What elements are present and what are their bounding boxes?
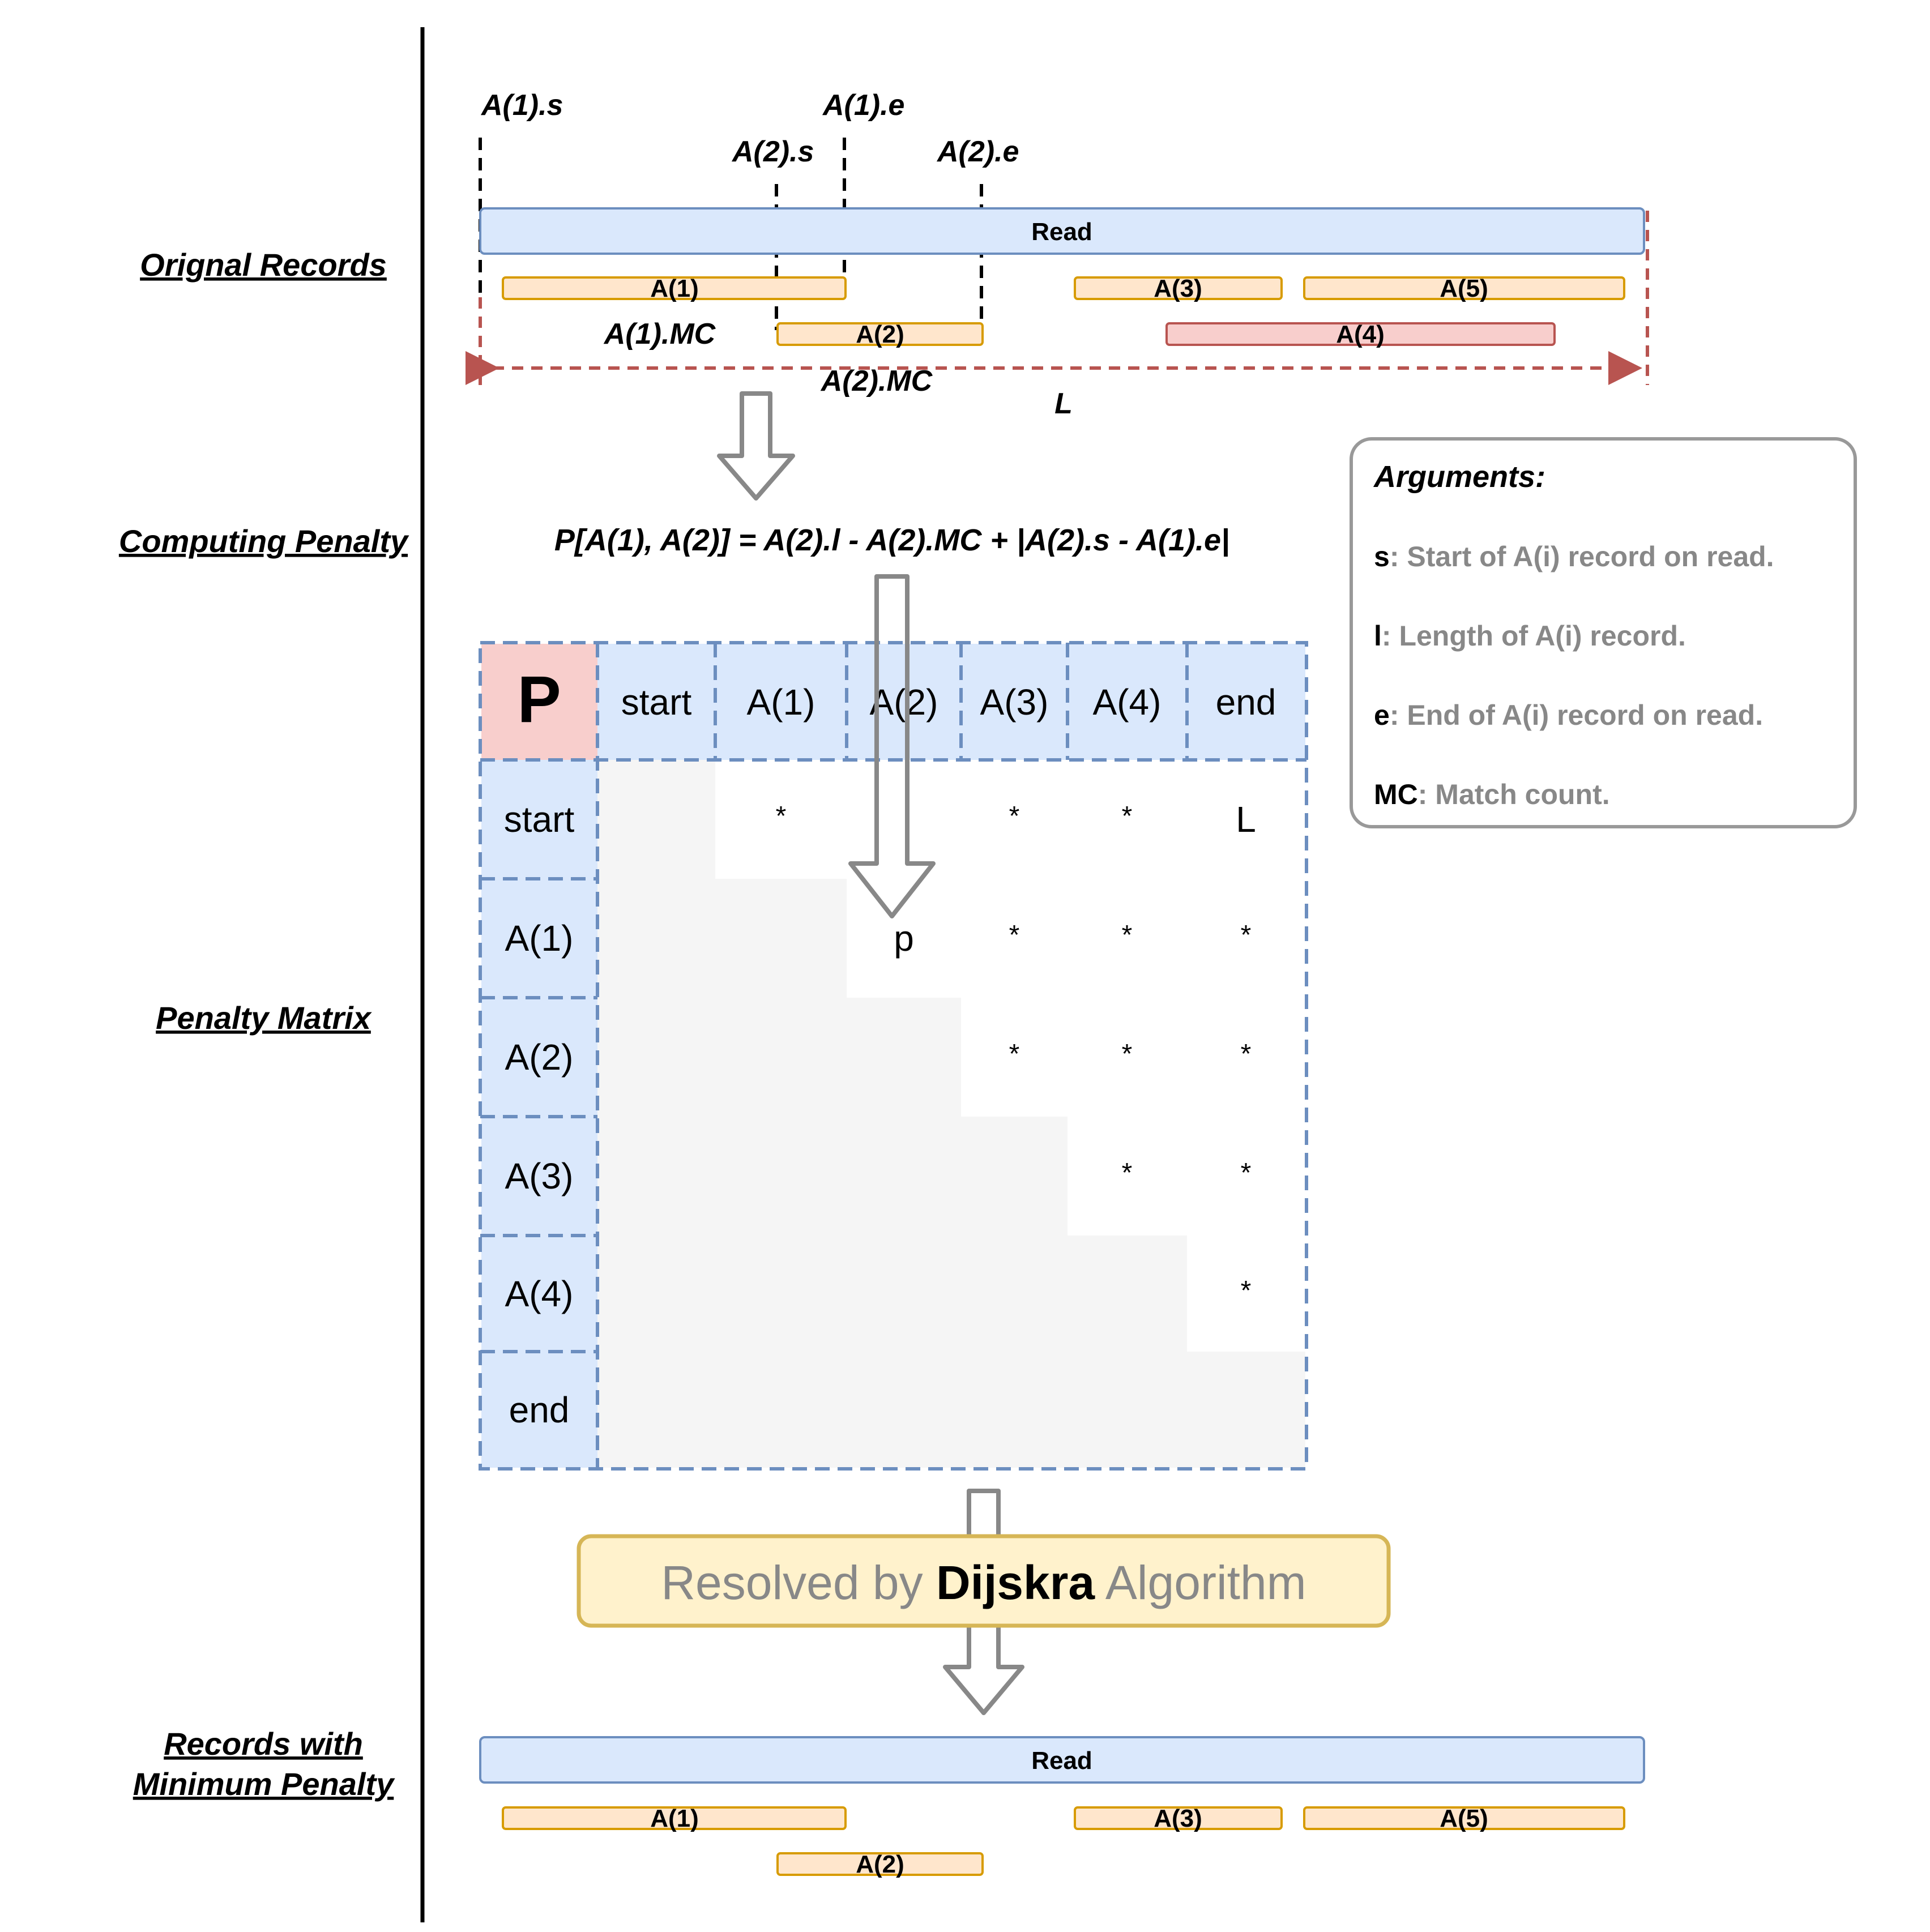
result-record-a2-label: A(2) (856, 1850, 904, 1878)
section-result-line1: Records with (164, 1726, 363, 1762)
marker-read-length: L (1054, 387, 1073, 420)
matrix-dashed-grid (479, 641, 1308, 1471)
argument-l: l: Length of A(i) record. (1374, 620, 1686, 652)
record-a4-label: A(4) (1336, 320, 1385, 348)
argument-s: s: Start of A(i) record on read. (1374, 541, 1774, 572)
record-a5-bar (1303, 276, 1625, 300)
result-record-a2-bar (776, 1852, 984, 1876)
penalty-formula: P[A(1), A(2)] = A(2).l - A(2).MC + |A(2)… (554, 523, 1229, 557)
matrix-cell: * (1122, 801, 1133, 831)
record-a1-bar (502, 276, 847, 300)
flow-arrow-down-2 (848, 574, 936, 918)
matrix-cell: L (1236, 799, 1256, 840)
matrix-cell: * (776, 801, 787, 831)
matrix-col-header: A(4) (1093, 682, 1162, 723)
result-record-a1-label: A(1) (650, 1805, 699, 1832)
matrix-cell: * (1241, 920, 1252, 950)
matrix-cell: p (894, 918, 914, 959)
arguments-title: Arguments: (1373, 460, 1545, 494)
arguments-box (1350, 437, 1857, 828)
matrix-row-header: A(4) (505, 1273, 574, 1314)
matrix-cell: * (1241, 1158, 1252, 1188)
matrix-header-row-bg (597, 644, 1305, 760)
argument-e: e: End of A(i) record on read. (1374, 699, 1763, 731)
matrix-cell: * (1122, 1158, 1133, 1188)
record-a2-bar (776, 322, 984, 346)
matrix-cell: * (1009, 1039, 1020, 1069)
matrix-corner-label: P (517, 662, 561, 736)
matrix-row-headers: start A(1) A(2) A(3) A(4) end (504, 799, 575, 1430)
matrix-corner-cell (481, 644, 597, 760)
matrix-lower-triangle (597, 760, 1305, 1468)
matrix-cell: * (1009, 920, 1020, 950)
result-read-bar (479, 1736, 1645, 1784)
marker-a2-start: A(2).s (731, 135, 814, 168)
matrix-column-headers: start A(1) A(2) A(3) A(4) end (621, 682, 1276, 723)
matrix-col-header: A(2) (870, 682, 938, 723)
matrix-header-col-bg (481, 760, 597, 1468)
matrix-row-header: end (509, 1390, 570, 1430)
marker-a2-match-count: A(2).MC (820, 365, 933, 397)
record-a3-label: A(3) (1154, 275, 1202, 302)
result-record-a3-label: A(3) (1154, 1805, 1202, 1832)
marker-a1-start: A(1).s (480, 89, 563, 122)
result-read-bar-label: Read (1031, 1747, 1092, 1775)
matrix-cell: * (1122, 920, 1133, 950)
matrix-row-header: start (504, 799, 575, 840)
marker-a1-end: A(1).e (822, 89, 904, 122)
matrix-col-header: A(1) (747, 682, 815, 723)
result-record-a5-label: A(5) (1440, 1805, 1488, 1832)
matrix-cell: * (1241, 1039, 1252, 1069)
matrix-col-header: end (1216, 682, 1276, 723)
record-a5-label: A(5) (1440, 275, 1488, 302)
matrix-col-header: start (621, 682, 692, 723)
marker-a1-match-count: A(1).MC (603, 318, 716, 351)
record-a1-label: A(1) (650, 275, 699, 302)
argument-mc: MC: Match count. (1374, 779, 1610, 810)
read-bar (479, 207, 1645, 255)
section-result-line2: Minimum Penalty (133, 1766, 395, 1802)
matrix-cell: * (1122, 1039, 1133, 1069)
read-bar-label: Read (1031, 218, 1092, 246)
resolver-text: Resolved by Dijskra Algorithm (661, 1556, 1306, 1609)
result-record-a5-bar (1303, 1806, 1625, 1830)
matrix-row-header: A(1) (505, 918, 574, 959)
record-a2-label: A(2) (856, 320, 904, 348)
matrix-cells: * * * Lp * * * * * * * * * (776, 799, 1256, 1306)
section-computing-penalty: Computing Penalty (119, 523, 409, 559)
matrix-row-header: A(2) (505, 1037, 574, 1078)
matrix-cell: * (1241, 1276, 1252, 1306)
section-penalty-matrix: Penalty Matrix (156, 1000, 373, 1036)
result-record-a3-bar (1074, 1806, 1283, 1830)
matrix-row-header: A(3) (505, 1156, 574, 1196)
matrix-cell: * (1009, 801, 1020, 831)
record-a4-bar (1165, 322, 1556, 346)
marker-a2-end: A(2).e (936, 135, 1019, 168)
flow-arrow-down-1 (717, 391, 795, 501)
section-original-records: Orignal Records (140, 247, 387, 283)
resolver-box (577, 1534, 1391, 1628)
matrix-col-header: A(3) (980, 682, 1049, 723)
result-record-a1-bar (502, 1806, 847, 1830)
record-a3-bar (1074, 276, 1283, 300)
